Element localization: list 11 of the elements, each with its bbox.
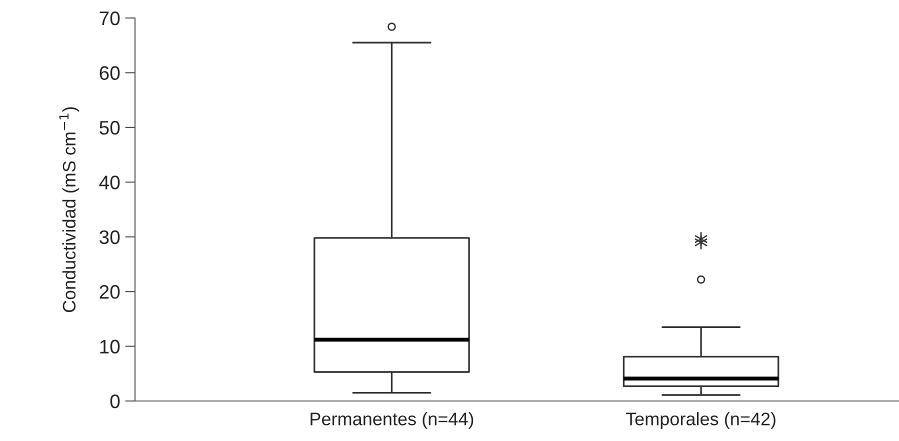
x-tick-label: Temporales (n=42) <box>626 412 776 429</box>
y-tick-label: 50 <box>100 120 120 135</box>
y-tick-label: 0 <box>110 394 120 408</box>
y-tick-label: 30 <box>100 230 120 244</box>
y-tick-label: 40 <box>99 176 120 190</box>
y-tick-label: 60 <box>100 66 120 80</box>
y-tick-label: 10 <box>100 340 120 354</box>
x-tick-label: Permanentes (n=44) <box>310 412 474 429</box>
y-axis-title: Conductividad (mS cm$^{−1}$) <box>59 107 80 312</box>
y-tick-label: 20 <box>100 285 120 299</box>
y-tick-label: 70 <box>100 11 120 26</box>
